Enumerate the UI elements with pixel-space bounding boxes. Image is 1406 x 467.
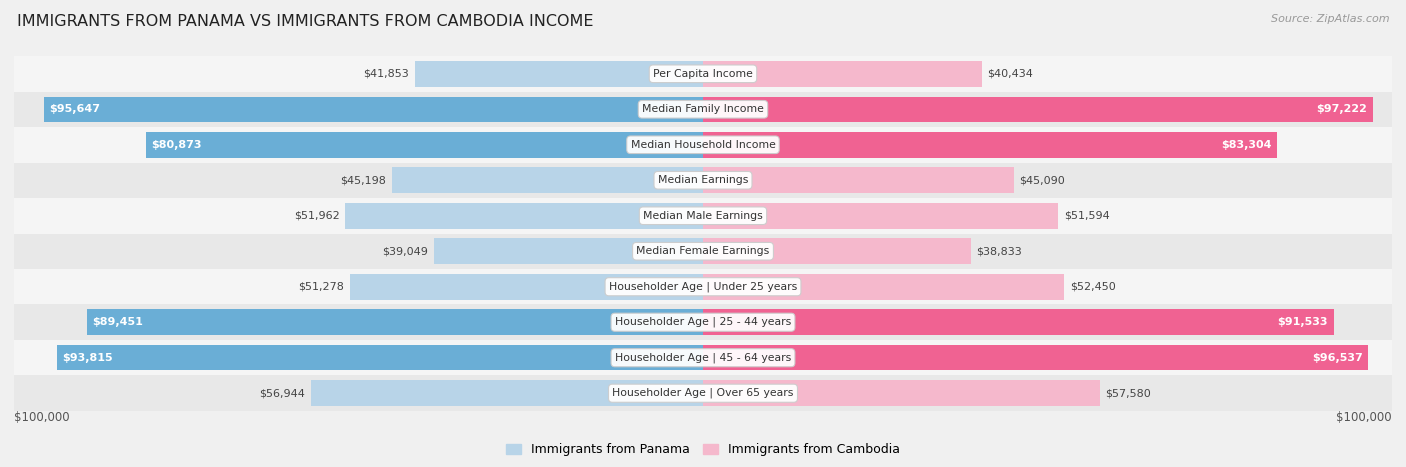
Bar [14, 340, 1392, 375]
Bar [703, 97, 1372, 122]
Bar [14, 92, 1392, 127]
Bar [14, 56, 1392, 92]
Text: $95,647: $95,647 [49, 104, 101, 114]
Bar [344, 203, 703, 228]
Text: $52,450: $52,450 [1070, 282, 1115, 292]
Bar [703, 381, 1099, 406]
Bar [14, 163, 1392, 198]
Bar [703, 203, 1059, 228]
Text: Per Capita Income: Per Capita Income [652, 69, 754, 79]
Bar [350, 274, 703, 299]
Bar [14, 304, 1392, 340]
Text: IMMIGRANTS FROM PANAMA VS IMMIGRANTS FROM CAMBODIA INCOME: IMMIGRANTS FROM PANAMA VS IMMIGRANTS FRO… [17, 14, 593, 29]
Text: $100,000: $100,000 [14, 411, 70, 424]
Bar [14, 375, 1392, 411]
Text: $96,537: $96,537 [1312, 353, 1362, 363]
Text: Householder Age | Under 25 years: Householder Age | Under 25 years [609, 282, 797, 292]
Bar [703, 345, 1368, 370]
Bar [146, 132, 703, 157]
Bar [311, 381, 703, 406]
Legend: Immigrants from Panama, Immigrants from Cambodia: Immigrants from Panama, Immigrants from … [502, 439, 904, 461]
Bar [14, 234, 1392, 269]
Bar [703, 61, 981, 86]
Text: $38,833: $38,833 [976, 246, 1022, 256]
Bar [703, 239, 970, 264]
Text: $51,594: $51,594 [1064, 211, 1109, 221]
Bar [14, 127, 1392, 163]
Text: $80,873: $80,873 [152, 140, 202, 150]
Text: Median Family Income: Median Family Income [643, 104, 763, 114]
Bar [703, 168, 1014, 193]
Text: $51,962: $51,962 [294, 211, 339, 221]
Text: Median Female Earnings: Median Female Earnings [637, 246, 769, 256]
Bar [87, 310, 703, 335]
Text: $56,944: $56,944 [259, 388, 305, 398]
Bar [14, 198, 1392, 234]
Text: $41,853: $41,853 [363, 69, 409, 79]
Text: $100,000: $100,000 [1336, 411, 1392, 424]
Text: $39,049: $39,049 [382, 246, 429, 256]
Text: Householder Age | 45 - 64 years: Householder Age | 45 - 64 years [614, 353, 792, 363]
Text: $51,278: $51,278 [298, 282, 344, 292]
Bar [703, 274, 1064, 299]
Text: $45,198: $45,198 [340, 175, 387, 185]
Text: $89,451: $89,451 [93, 317, 143, 327]
Text: $83,304: $83,304 [1220, 140, 1271, 150]
Text: Source: ZipAtlas.com: Source: ZipAtlas.com [1271, 14, 1389, 24]
Text: Median Earnings: Median Earnings [658, 175, 748, 185]
Text: $93,815: $93,815 [62, 353, 112, 363]
Bar [703, 310, 1334, 335]
Text: Median Male Earnings: Median Male Earnings [643, 211, 763, 221]
Text: $97,222: $97,222 [1316, 104, 1367, 114]
Bar [56, 345, 703, 370]
Text: $91,533: $91,533 [1278, 317, 1329, 327]
Text: $40,434: $40,434 [987, 69, 1033, 79]
Bar [44, 97, 703, 122]
Text: Median Household Income: Median Household Income [630, 140, 776, 150]
Bar [14, 269, 1392, 304]
Text: Householder Age | Over 65 years: Householder Age | Over 65 years [612, 388, 794, 398]
Bar [703, 132, 1277, 157]
Bar [415, 61, 703, 86]
Bar [392, 168, 703, 193]
Bar [434, 239, 703, 264]
Text: Householder Age | 25 - 44 years: Householder Age | 25 - 44 years [614, 317, 792, 327]
Text: $57,580: $57,580 [1105, 388, 1152, 398]
Text: $45,090: $45,090 [1019, 175, 1064, 185]
